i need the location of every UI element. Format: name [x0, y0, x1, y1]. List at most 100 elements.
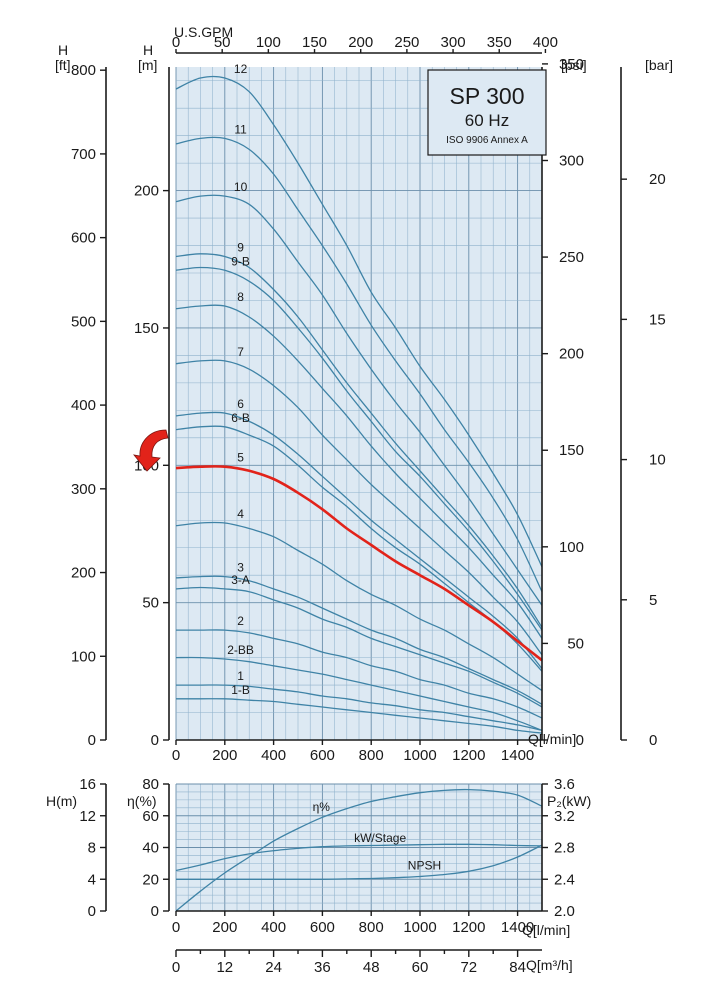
psi-tick-label: 350 — [559, 56, 584, 73]
m3h-tick-label: 72 — [460, 959, 477, 976]
stage-label-6-B: 6-B — [231, 411, 250, 425]
bar-axis-unit: [bar] — [645, 57, 673, 73]
npsh-tick-label: 8 — [88, 840, 96, 857]
standard-label: ISO 9906 Annex A — [446, 135, 528, 146]
psi-tick-label: 0 — [576, 732, 584, 749]
top-x-tick-label: 1200 — [452, 747, 485, 764]
m3h-tick-label: 0 — [172, 959, 180, 976]
stage-label-5: 5 — [237, 451, 244, 465]
eff-tick-label: 60 — [142, 808, 159, 825]
head-curve-3-A — [175, 586, 543, 708]
head-curve-10 — [175, 194, 543, 606]
bottom-x-tick-label: 400 — [261, 919, 286, 936]
top-x-tick-label: 0 — [172, 747, 180, 764]
npsh-tick-label: 4 — [88, 871, 96, 888]
x-axis-label-bottom-chart: Q[l/min] — [522, 922, 570, 938]
gpm-tick-label: 100 — [256, 34, 281, 51]
head-curve-2-BB — [175, 656, 543, 732]
head-curve-4 — [175, 521, 543, 692]
m-axis-label-h: H — [143, 42, 153, 58]
top-x-tick-label: 1400 — [501, 747, 534, 764]
stage-label-3-A: 3-A — [231, 573, 250, 587]
m-axis-unit: [m] — [138, 57, 157, 73]
ft-tick-label: 300 — [71, 481, 96, 498]
stage-label-1: 1 — [237, 669, 244, 683]
stage-label-11: 11 — [234, 122, 247, 136]
npsh-tick-label: 16 — [79, 776, 96, 793]
head-curve-3 — [175, 575, 543, 705]
head-curve-5 — [175, 465, 543, 662]
perf-curve-npsh — [176, 844, 543, 880]
top-x-tick-label: 800 — [359, 747, 384, 764]
bottom-x-tick-label: 1400 — [501, 919, 534, 936]
ft-axis-unit: [ft] — [55, 57, 71, 73]
stage-label-9-B: 9-B — [231, 254, 250, 268]
perf-curve-eff — [175, 788, 543, 912]
stage-label-7: 7 — [237, 345, 244, 359]
bar-tick-label: 10 — [649, 452, 666, 469]
gpm-tick-label: 300 — [441, 34, 466, 51]
bottom-x-tick-label: 800 — [359, 919, 384, 936]
m3h-tick-label: 60 — [412, 959, 429, 976]
m-tick-label: 0 — [151, 732, 159, 749]
head-curve-9-B — [175, 266, 543, 631]
head-curve-2 — [176, 629, 543, 719]
stage-label-4: 4 — [237, 507, 244, 521]
eff-tick-label: 0 — [151, 903, 159, 920]
head-curve-7 — [175, 359, 543, 656]
power-tick-label: 2.4 — [554, 871, 575, 888]
head-curve-6 — [175, 411, 543, 670]
psi-tick-label: 100 — [559, 539, 584, 556]
m-tick-label: 50 — [142, 595, 159, 612]
x-axis-label-top-chart: Q[l/min] — [528, 731, 576, 747]
ft-tick-label: 400 — [71, 397, 96, 414]
head-curve-1-B — [176, 698, 543, 734]
ft-tick-label: 200 — [71, 565, 96, 582]
power-tick-label: 3.2 — [554, 808, 575, 825]
bar-tick-label: 15 — [649, 311, 666, 328]
perf-curve-power — [175, 843, 543, 872]
bottom-x-tick-label: 1200 — [452, 919, 485, 936]
model-title: SP 300 — [449, 83, 524, 109]
psi-tick-label: 300 — [559, 152, 584, 169]
top-x-tick-label: 600 — [310, 747, 335, 764]
gpm-tick-label: 200 — [348, 34, 373, 51]
top-x-tick-label: 400 — [261, 747, 286, 764]
ft-tick-label: 800 — [71, 62, 96, 79]
gpm-tick-label: 0 — [172, 34, 180, 51]
stage-label-1-B: 1-B — [231, 683, 250, 697]
eff-axis-label: η(%) — [127, 793, 157, 809]
stage-label-2: 2 — [237, 614, 244, 628]
power-tick-label: 2.8 — [554, 840, 575, 857]
gpm-tick-label: 50 — [214, 34, 231, 51]
stage-label-9: 9 — [237, 241, 244, 255]
eff-tick-label: 20 — [142, 871, 159, 888]
title-box — [427, 69, 547, 156]
stage-label-8: 8 — [237, 290, 244, 304]
bottom-x-tick-label: 0 — [172, 919, 180, 936]
m3h-tick-label: 12 — [216, 959, 233, 976]
head-curve-1 — [176, 684, 543, 732]
m3h-tick-label: 24 — [265, 959, 282, 976]
psi-tick-label: 200 — [559, 346, 584, 363]
npsh-tick-label: 0 — [88, 903, 96, 920]
psi-axis-unit: [psi] — [561, 57, 587, 73]
power-axis-label: P₂(kW) — [547, 793, 591, 809]
top-axis-unit-label: U.S.GPM — [174, 24, 233, 40]
bar-tick-label: 0 — [649, 732, 657, 749]
npsh-tick-label: 12 — [79, 808, 96, 825]
eff-tick-label: 40 — [142, 840, 159, 857]
top-x-tick-label: 200 — [212, 747, 237, 764]
gpm-tick-label: 400 — [533, 34, 558, 51]
power-tick-label: 3.6 — [554, 776, 575, 793]
gpm-tick-label: 350 — [487, 34, 512, 51]
head-curve-12 — [175, 75, 543, 568]
bar-tick-label: 20 — [649, 171, 666, 188]
ft-tick-label: 500 — [71, 313, 96, 330]
eff-tick-label: 80 — [142, 776, 159, 793]
psi-tick-label: 50 — [567, 635, 584, 652]
top-x-tick-label: 1000 — [403, 747, 436, 764]
psi-tick-label: 150 — [559, 442, 584, 459]
